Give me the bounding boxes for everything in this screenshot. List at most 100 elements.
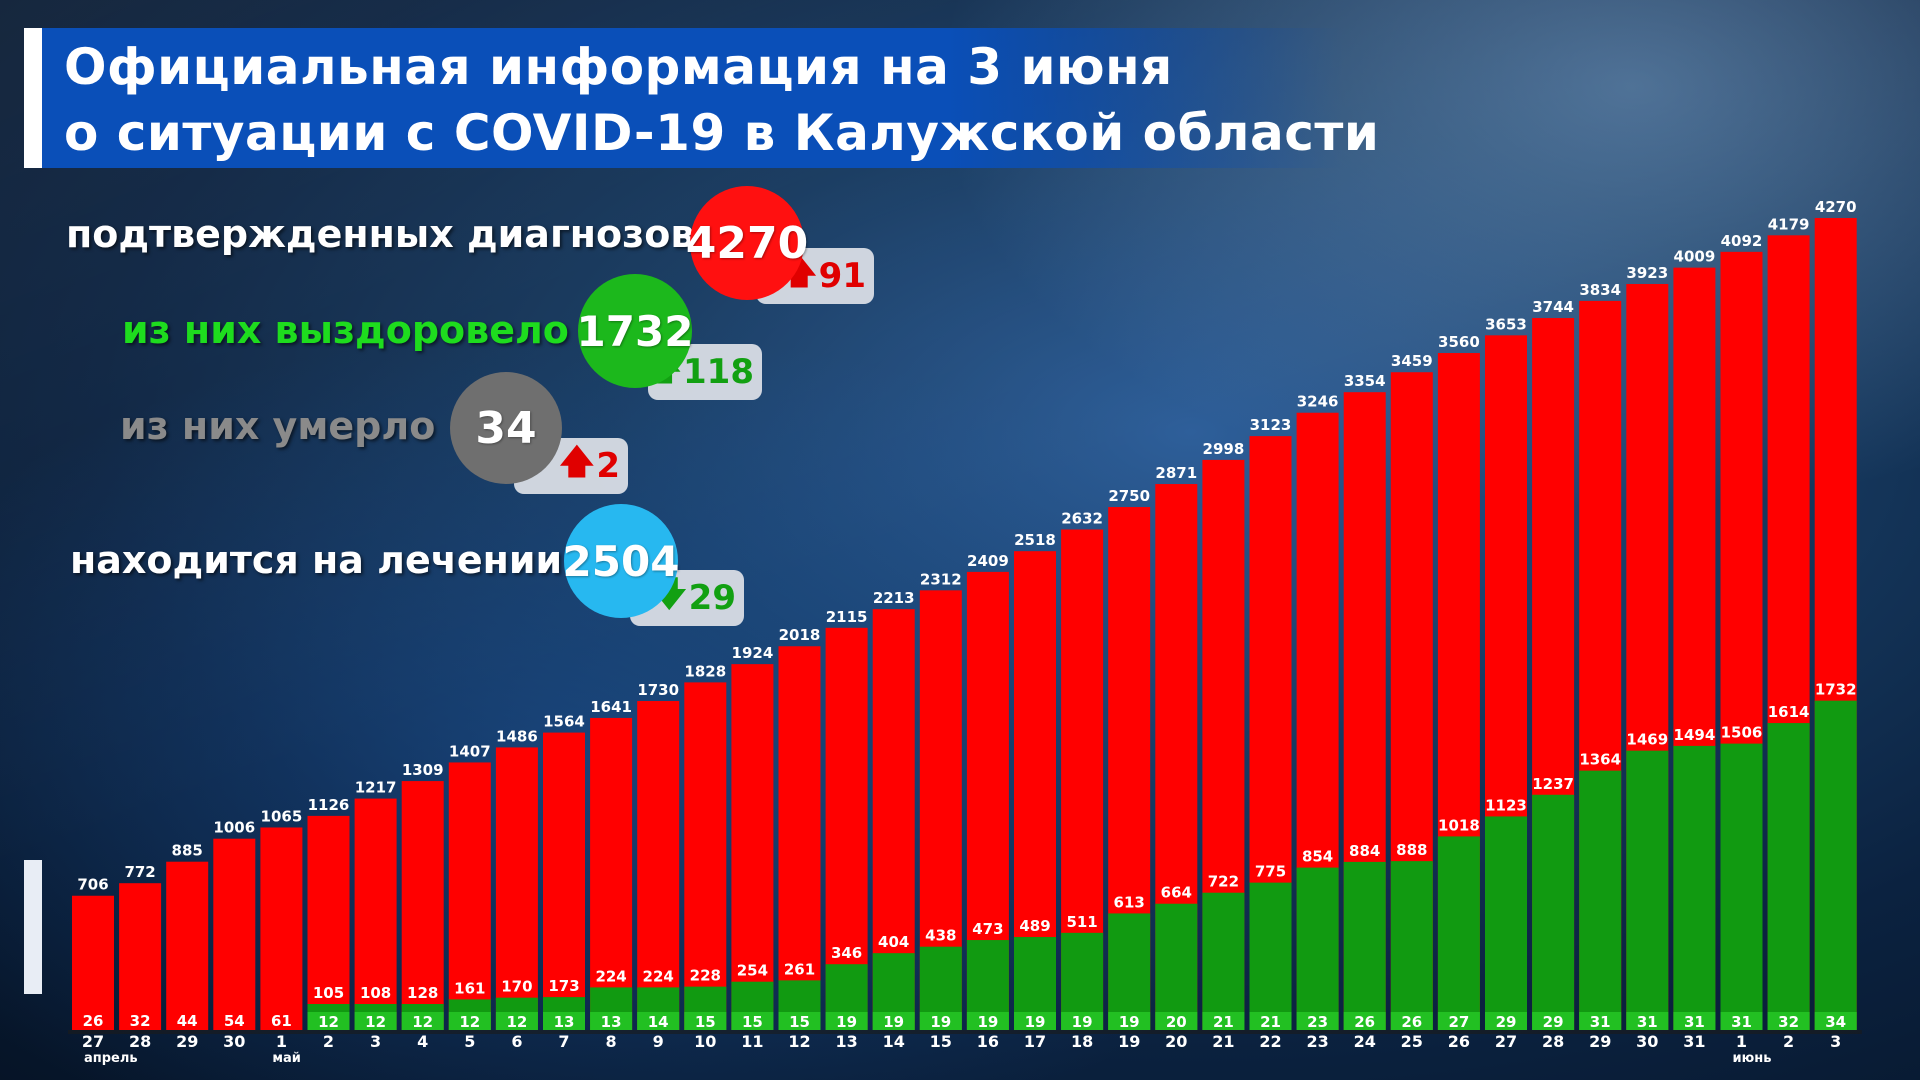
x-tick-label: 4	[417, 1032, 428, 1051]
bar-confirmed	[825, 627, 868, 1030]
bar-confirmed	[637, 701, 680, 1030]
bar-deaths	[448, 1012, 491, 1030]
label-deaths: 27	[1448, 1013, 1469, 1031]
bar-deaths	[1014, 1012, 1056, 1030]
bar-recovered	[1202, 892, 1245, 1030]
label-recovered: 1494	[1674, 726, 1716, 744]
bar-confirmed	[401, 781, 444, 1030]
label-recovered: 108	[360, 984, 391, 1002]
bar-confirmed	[166, 861, 209, 1030]
left-accent-stripe	[24, 860, 42, 994]
deaths-label: из них умерло	[120, 404, 436, 448]
bar-deaths	[1202, 1012, 1245, 1030]
label-recovered: 438	[925, 927, 956, 945]
label-recovered: 32	[130, 1012, 151, 1030]
bar-recovered	[1296, 867, 1339, 1030]
x-tick-label: 2	[1783, 1032, 1794, 1051]
bar-deaths	[401, 1012, 444, 1030]
x-tick-label: 9	[653, 1032, 664, 1051]
label-deaths: 19	[1025, 1013, 1046, 1031]
label-recovered: 1506	[1721, 724, 1763, 742]
bar-deaths	[731, 1012, 774, 1030]
label-deaths: 15	[695, 1013, 716, 1031]
label-deaths: 15	[789, 1013, 810, 1031]
label-recovered: 613	[1114, 893, 1145, 911]
x-tick-label: 17	[1024, 1032, 1046, 1051]
label-recovered: 128	[407, 984, 438, 1002]
label-confirmed: 1407	[449, 742, 491, 760]
x-tick-label: 31	[1683, 1032, 1705, 1051]
bar-deaths	[872, 1012, 915, 1030]
label-deaths: 19	[977, 1013, 998, 1031]
x-tick-label: 19	[1118, 1032, 1140, 1051]
bar-deaths	[825, 1012, 868, 1030]
month-label: май	[272, 1051, 301, 1066]
label-confirmed: 1065	[261, 807, 303, 825]
label-deaths: 31	[1590, 1013, 1611, 1031]
label-confirmed: 1217	[355, 779, 397, 797]
x-tick-label: 5	[464, 1032, 475, 1051]
x-tick-label: 26	[1448, 1032, 1470, 1051]
bar-confirmed	[354, 798, 397, 1030]
in-treatment-value: 2504	[562, 536, 680, 586]
label-confirmed: 4009	[1674, 248, 1716, 266]
label-deaths: 15	[742, 1013, 763, 1031]
confirmed-value-circle: 4270	[686, 186, 808, 300]
bar-deaths	[1061, 1012, 1104, 1030]
bar-deaths	[1390, 1012, 1433, 1030]
label-confirmed: 3123	[1250, 416, 1292, 434]
in-treatment-label: находится на лечении	[70, 538, 563, 582]
label-deaths: 19	[1119, 1013, 1140, 1031]
label-deaths: 31	[1637, 1013, 1658, 1031]
bar-recovered	[1720, 743, 1763, 1030]
label-confirmed: 772	[124, 863, 155, 881]
x-tick-label: 6	[511, 1032, 522, 1051]
label-confirmed: 3459	[1391, 352, 1433, 370]
bar-deaths	[1814, 1012, 1857, 1030]
label-deaths: 34	[1825, 1013, 1846, 1031]
label-recovered: 254	[737, 962, 768, 980]
bar-deaths	[778, 1012, 821, 1030]
arrow-up-icon: 🡅	[559, 441, 595, 482]
label-confirmed: 3354	[1344, 372, 1386, 390]
label-confirmed: 4179	[1768, 215, 1810, 233]
bar-deaths	[1249, 1012, 1292, 1030]
bar-deaths	[543, 1012, 585, 1030]
label-recovered: 224	[643, 967, 674, 985]
bar-deaths	[1485, 1012, 1527, 1030]
bar-confirmed	[684, 682, 727, 1030]
x-tick-label: 20	[1165, 1032, 1187, 1051]
bar-confirmed	[543, 732, 585, 1030]
label-confirmed: 2115	[826, 608, 868, 626]
label-deaths: 12	[365, 1013, 386, 1031]
x-tick-label: 1	[1736, 1032, 1747, 1051]
label-recovered: 722	[1208, 873, 1239, 891]
label-deaths: 14	[648, 1013, 669, 1031]
label-confirmed: 1486	[496, 727, 538, 745]
label-confirmed: 2018	[779, 626, 821, 644]
x-tick-label: 30	[1636, 1032, 1658, 1051]
label-recovered: 105	[313, 984, 344, 1002]
bar-confirmed	[307, 815, 350, 1030]
label-confirmed: 2518	[1014, 531, 1056, 549]
bar-deaths	[684, 1012, 727, 1030]
bar-confirmed	[495, 747, 538, 1030]
label-recovered: 346	[831, 944, 862, 962]
bar-deaths	[919, 1012, 962, 1030]
page-title-line-1: Официальная информация на 3 июня	[64, 38, 1173, 96]
label-deaths: 12	[318, 1013, 339, 1031]
label-confirmed: 1730	[637, 681, 679, 699]
label-recovered: 44	[177, 1012, 198, 1030]
x-tick-label: 10	[694, 1032, 716, 1051]
bar-deaths	[637, 1012, 680, 1030]
bar-recovered	[1108, 913, 1151, 1030]
x-tick-label: 25	[1401, 1032, 1423, 1051]
bar-confirmed	[213, 838, 256, 1030]
label-deaths: 19	[1072, 1013, 1093, 1031]
label-recovered: 1732	[1815, 681, 1857, 699]
label-confirmed: 3246	[1297, 393, 1339, 411]
label-recovered: 54	[224, 1012, 245, 1030]
label-recovered: 1614	[1768, 703, 1810, 721]
label-recovered: 1123	[1485, 796, 1527, 814]
